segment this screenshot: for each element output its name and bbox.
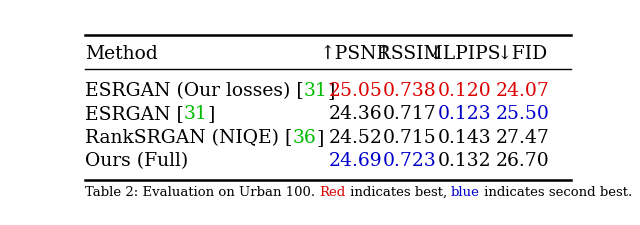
Text: 0.120: 0.120 [438, 82, 492, 100]
Text: 24.69: 24.69 [328, 152, 382, 170]
Text: 24.07: 24.07 [496, 82, 550, 100]
Text: 0.715: 0.715 [383, 129, 436, 147]
Text: 0.723: 0.723 [383, 152, 436, 170]
Text: 26.70: 26.70 [496, 152, 550, 170]
Text: 25.05: 25.05 [328, 82, 382, 100]
Text: Table 2: Evaluation on Urban 100.: Table 2: Evaluation on Urban 100. [85, 186, 319, 199]
Text: ↓LPIPS: ↓LPIPS [428, 45, 501, 63]
Text: Method: Method [85, 45, 157, 63]
Text: 0.123: 0.123 [438, 106, 492, 124]
Text: indicates best,: indicates best, [346, 186, 451, 199]
Text: Ours (Full): Ours (Full) [85, 152, 188, 170]
Text: RankSRGAN (NIQE) [: RankSRGAN (NIQE) [ [85, 129, 292, 147]
Text: ↓FID: ↓FID [497, 45, 548, 63]
Text: 24.36: 24.36 [328, 106, 382, 124]
Text: 25.50: 25.50 [496, 106, 550, 124]
Text: 24.52: 24.52 [328, 129, 382, 147]
Text: blue: blue [451, 186, 480, 199]
Text: ↑PSNR: ↑PSNR [319, 45, 391, 63]
Text: ESRGAN [: ESRGAN [ [85, 106, 184, 124]
Text: 0.143: 0.143 [438, 129, 492, 147]
Text: 0.132: 0.132 [438, 152, 492, 170]
Text: 36: 36 [292, 129, 316, 147]
Text: ↑SSIM: ↑SSIM [376, 45, 444, 63]
Text: 27.47: 27.47 [496, 129, 550, 147]
Text: 0.738: 0.738 [383, 82, 436, 100]
Text: 0.717: 0.717 [383, 106, 436, 124]
Text: ]: ] [328, 82, 335, 100]
Text: ESRGAN (Our losses) [: ESRGAN (Our losses) [ [85, 82, 304, 100]
Text: 31: 31 [184, 106, 207, 124]
Text: ]: ] [207, 106, 215, 124]
Text: Red: Red [319, 186, 346, 199]
Text: 31: 31 [304, 82, 328, 100]
Text: ]: ] [316, 129, 323, 147]
Text: indicates second best.: indicates second best. [480, 186, 632, 199]
